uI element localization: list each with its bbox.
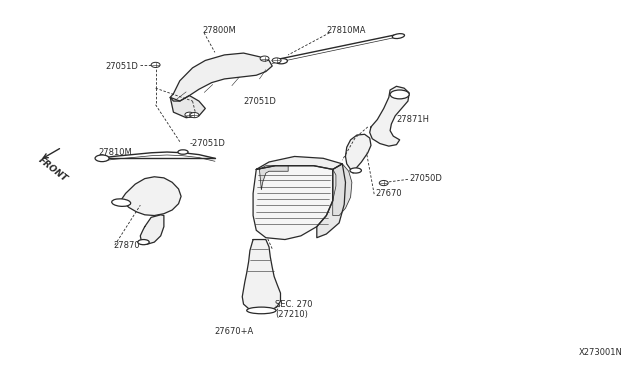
Circle shape [272,58,281,63]
Circle shape [190,112,199,118]
Polygon shape [243,240,280,311]
Text: 27810MA: 27810MA [326,26,366,35]
Ellipse shape [350,168,362,173]
Ellipse shape [276,58,287,64]
Text: X273001N: X273001N [579,347,623,357]
Circle shape [380,180,388,186]
Circle shape [151,62,160,67]
Text: 27670: 27670 [376,189,402,198]
Polygon shape [333,164,352,215]
Polygon shape [119,177,181,215]
Polygon shape [317,164,346,238]
Ellipse shape [95,155,109,161]
Polygon shape [346,134,371,173]
Text: 27051D: 27051D [244,97,276,106]
Ellipse shape [392,33,404,39]
Polygon shape [259,166,288,190]
Text: 27871H: 27871H [396,115,429,124]
Ellipse shape [112,199,131,206]
Circle shape [185,112,194,117]
Polygon shape [170,96,205,118]
Text: 27050D: 27050D [409,174,442,183]
Polygon shape [256,157,342,169]
Text: -27051D: -27051D [189,139,225,148]
Ellipse shape [138,240,149,245]
Polygon shape [370,86,409,146]
Circle shape [260,56,269,61]
Text: 27810M: 27810M [99,148,132,157]
Text: 27051D: 27051D [106,61,138,71]
Polygon shape [140,215,164,244]
Polygon shape [253,166,333,240]
Ellipse shape [178,150,188,154]
Text: 27670+A: 27670+A [215,327,254,336]
Text: 27800M: 27800M [202,26,236,35]
Ellipse shape [246,307,276,314]
Text: SEC. 270
(27210): SEC. 270 (27210) [275,300,313,320]
Text: 27870: 27870 [113,241,140,250]
Polygon shape [170,53,272,101]
Ellipse shape [390,90,409,99]
Text: FRONT: FRONT [36,155,68,183]
